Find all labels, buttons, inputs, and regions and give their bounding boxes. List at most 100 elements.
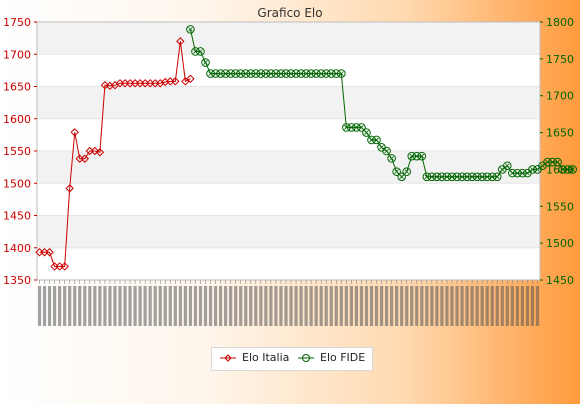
right-tick-label: 1450 xyxy=(546,274,574,287)
elo-fide-point-ring xyxy=(291,69,301,78)
x-tick-label-mark xyxy=(435,286,439,326)
elo-italia-point xyxy=(45,248,54,257)
x-tick-label-mark xyxy=(83,286,87,326)
left-tick-label: 1750 xyxy=(3,16,31,29)
x-tick-label-mark xyxy=(218,286,223,326)
x-tick-label-mark xyxy=(304,286,308,326)
x-tick-label-mark xyxy=(384,286,389,326)
elo-fide-point-ring xyxy=(236,69,246,78)
x-tick-label-mark xyxy=(203,286,208,326)
x-tick-label-mark xyxy=(229,286,233,326)
elo-fide-point-ring xyxy=(231,69,240,78)
left-axis: 1350 1400 1450 1500 1550 1600 1650 1700 1750 xyxy=(3,16,37,287)
x-tick-label-mark xyxy=(98,286,102,326)
x-tick-label-mark xyxy=(42,286,47,326)
x-tick-label-mark xyxy=(450,286,454,326)
legend: Elo Italia Elo FIDE xyxy=(211,347,373,371)
x-tick-label-mark xyxy=(294,286,298,326)
elo-fide-point-ring xyxy=(492,172,502,182)
grid-band xyxy=(37,215,540,248)
elo-fide-point-ring xyxy=(311,69,321,78)
elo-fide-point-ring xyxy=(397,172,406,182)
elo-fide-point-ring xyxy=(568,165,577,174)
x-tick-label-mark xyxy=(53,286,57,326)
x-tick-label-mark xyxy=(148,286,152,326)
legend-label-elo-fide: Elo FIDE xyxy=(320,351,366,364)
elo-fide-point-cross xyxy=(505,163,510,169)
x-tick-label-mark xyxy=(420,286,424,326)
x-tick-label-mark xyxy=(465,286,469,326)
elo-fide-point xyxy=(553,157,562,167)
x-tick-label-mark xyxy=(249,286,253,326)
elo-fide-point-ring xyxy=(221,69,230,78)
elo-fide-point-ring xyxy=(417,151,427,161)
x-tick-label-mark xyxy=(480,286,484,326)
x-tick-label-mark xyxy=(244,286,248,326)
elo-fide-point-ring xyxy=(301,69,311,78)
elo-fide-point-ring xyxy=(256,69,266,78)
elo-italia-line xyxy=(39,41,191,267)
elo-fide-point-ring xyxy=(487,172,497,182)
x-tick-label-mark xyxy=(344,286,348,326)
elo-fide-point-ring xyxy=(422,172,432,182)
elo-italia-point xyxy=(176,37,185,46)
elo-fide-point-ring xyxy=(553,157,562,167)
x-tick-label-mark xyxy=(475,286,479,326)
left-tick-label: 1400 xyxy=(3,242,31,255)
elo-fide-point-ring xyxy=(186,25,195,34)
right-tick-label: 1550 xyxy=(546,200,574,213)
x-tick-label-mark xyxy=(128,286,132,326)
x-tick-label-mark xyxy=(369,286,374,326)
elo-fide-point-ring xyxy=(447,172,457,182)
elo-fide-point-ring xyxy=(452,172,462,182)
x-tick-label-mark xyxy=(103,286,107,326)
series-elo-italia xyxy=(35,37,195,271)
series-elo-fide xyxy=(186,25,577,182)
elo-fide-point-cross xyxy=(384,148,389,154)
elo-fide-point-ring xyxy=(392,167,401,176)
x-tick-label-mark xyxy=(188,286,193,326)
left-tick-label: 1600 xyxy=(3,113,31,126)
x-tick-label-mark xyxy=(535,286,540,326)
elo-fide-point-ring xyxy=(271,69,281,78)
elo-fide-point-cross xyxy=(525,170,530,176)
elo-fide-point-cross xyxy=(188,27,193,32)
elo-fide-point-cross xyxy=(535,167,540,172)
elo-fide-point xyxy=(337,69,346,78)
x-tick-label-mark xyxy=(178,286,182,326)
x-tick-label-mark xyxy=(259,286,263,326)
elo-italia-swatch-icon xyxy=(220,353,236,362)
x-tick-label-mark xyxy=(173,286,177,326)
elo-fide-point-ring xyxy=(191,47,200,56)
elo-fide-point-ring xyxy=(457,172,467,182)
x-tick-label-mark xyxy=(530,286,535,326)
elo-fide-point-ring xyxy=(196,47,205,56)
x-tick-label-mark xyxy=(354,286,359,326)
x-tick-label-mark xyxy=(470,286,474,326)
elo-fide-point-ring xyxy=(477,172,487,182)
x-tick-label-mark xyxy=(93,286,97,326)
x-tick-label-mark xyxy=(395,286,399,326)
elo-fide-point-ring xyxy=(563,165,572,174)
grid-band xyxy=(37,86,540,119)
elo-fide-point-ring xyxy=(261,69,271,78)
x-tick-label-mark xyxy=(73,286,77,326)
x-tick-label-mark xyxy=(520,286,524,326)
x-tick-label-mark xyxy=(158,286,162,326)
x-tick-label-mark xyxy=(254,286,258,326)
elo-fide-point-ring xyxy=(442,172,452,182)
elo-fide-point-ring xyxy=(412,151,422,161)
elo-fide-point-ring xyxy=(528,165,537,174)
elo-fide-point-cross xyxy=(540,163,545,169)
x-tick-label-mark xyxy=(525,286,530,326)
x-tick-label-mark xyxy=(133,286,137,326)
elo-fide-point-ring xyxy=(467,172,477,182)
left-tick-label: 1450 xyxy=(3,210,31,223)
elo-fide-point-cross xyxy=(555,159,560,165)
elo-fide-point-ring xyxy=(347,123,356,132)
x-tick-label-mark xyxy=(349,286,353,326)
x-tick-label-mark xyxy=(168,286,172,326)
right-tick-label: 1650 xyxy=(546,127,574,140)
